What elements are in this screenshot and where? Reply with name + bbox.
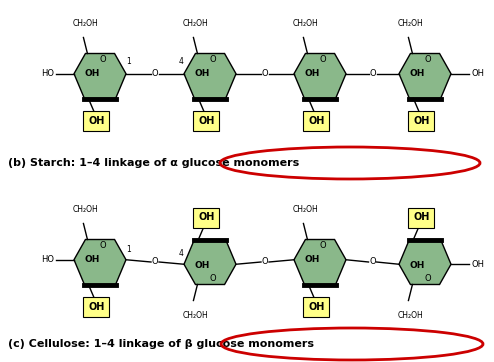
FancyBboxPatch shape xyxy=(303,296,329,316)
Text: OH: OH xyxy=(198,212,214,223)
Text: OH: OH xyxy=(198,115,214,126)
Text: OH: OH xyxy=(410,68,425,77)
FancyBboxPatch shape xyxy=(409,110,434,130)
Text: O: O xyxy=(152,257,158,266)
Text: CH₂OH: CH₂OH xyxy=(183,18,208,28)
Text: HO: HO xyxy=(41,69,54,78)
Text: 1: 1 xyxy=(126,57,131,66)
Text: OH: OH xyxy=(304,254,320,264)
Text: OH: OH xyxy=(471,69,484,78)
Text: O: O xyxy=(369,69,376,78)
Text: OH: OH xyxy=(410,261,425,269)
Text: OH: OH xyxy=(88,302,105,311)
Polygon shape xyxy=(294,240,346,285)
Text: CH₂OH: CH₂OH xyxy=(73,205,98,214)
FancyBboxPatch shape xyxy=(83,110,109,130)
Polygon shape xyxy=(294,54,346,98)
Text: CH₂OH: CH₂OH xyxy=(183,311,208,320)
Text: O: O xyxy=(425,55,431,64)
Text: OH: OH xyxy=(84,68,100,77)
Text: O: O xyxy=(320,241,327,250)
Text: OH: OH xyxy=(413,115,430,126)
Text: O: O xyxy=(369,257,376,266)
Text: O: O xyxy=(209,274,216,283)
Text: OH: OH xyxy=(84,254,100,264)
Text: O: O xyxy=(262,69,268,78)
FancyBboxPatch shape xyxy=(83,296,109,316)
FancyBboxPatch shape xyxy=(193,110,219,130)
Text: O: O xyxy=(209,55,216,64)
Text: O: O xyxy=(262,257,268,266)
Text: 4: 4 xyxy=(178,249,183,258)
Text: 1: 1 xyxy=(126,245,131,254)
Text: O: O xyxy=(100,241,106,250)
Polygon shape xyxy=(184,54,236,98)
Polygon shape xyxy=(399,240,451,285)
Text: OH: OH xyxy=(194,261,209,269)
Polygon shape xyxy=(74,54,126,98)
Text: O: O xyxy=(100,55,106,64)
Text: CH₂OH: CH₂OH xyxy=(398,311,423,320)
Text: OH: OH xyxy=(308,115,325,126)
Text: OH: OH xyxy=(88,115,105,126)
Text: CH₂OH: CH₂OH xyxy=(292,205,318,214)
Text: CH₂OH: CH₂OH xyxy=(292,18,318,28)
Text: (c) Cellulose: 1–4 linkage of β glucose monomers: (c) Cellulose: 1–4 linkage of β glucose … xyxy=(8,339,314,349)
Polygon shape xyxy=(399,54,451,98)
Text: CH₂OH: CH₂OH xyxy=(398,18,423,28)
Polygon shape xyxy=(74,240,126,285)
Text: O: O xyxy=(152,69,158,78)
Text: 4: 4 xyxy=(178,57,183,66)
FancyBboxPatch shape xyxy=(193,207,219,227)
Text: HO: HO xyxy=(41,255,54,264)
Text: O: O xyxy=(320,55,327,64)
Polygon shape xyxy=(184,240,236,285)
Text: O: O xyxy=(425,274,431,283)
Text: OH: OH xyxy=(413,212,430,223)
Text: OH: OH xyxy=(308,302,325,311)
FancyBboxPatch shape xyxy=(303,110,329,130)
Text: CH₂OH: CH₂OH xyxy=(73,18,98,28)
Text: OH: OH xyxy=(304,68,320,77)
Text: OH: OH xyxy=(194,68,209,77)
Text: (b) Starch: 1–4 linkage of α glucose monomers: (b) Starch: 1–4 linkage of α glucose mon… xyxy=(8,158,299,168)
Text: OH: OH xyxy=(471,260,484,269)
FancyBboxPatch shape xyxy=(409,207,434,227)
